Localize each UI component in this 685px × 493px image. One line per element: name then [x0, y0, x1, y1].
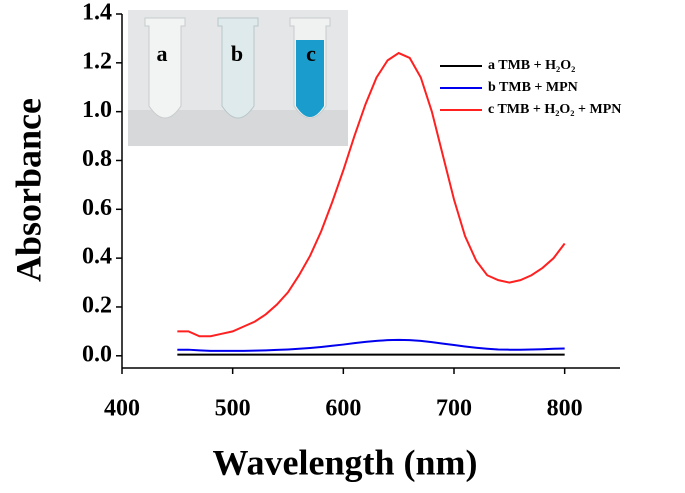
x-axis-title: Wavelength (nm): [213, 442, 478, 482]
x-tick-label: 400: [104, 396, 140, 422]
inset-label: a: [157, 41, 168, 66]
y-tick-label: 1.0: [82, 97, 112, 123]
legend-label: b TMB + MPN: [488, 80, 578, 95]
y-tick-label: 1.4: [82, 0, 112, 26]
inset-label: c: [306, 41, 316, 66]
y-tick-label: 0.0: [82, 341, 112, 367]
y-tick-label: 1.2: [82, 48, 112, 74]
series-line: [177, 338, 565, 352]
y-tick-label: 0.6: [82, 195, 112, 221]
x-tick-label: 700: [436, 396, 472, 422]
y-axis-title: Absorbance: [8, 98, 48, 282]
y-tick-label: 0.4: [82, 244, 112, 270]
y-tick-label: 0.2: [82, 292, 112, 318]
legend-label: a TMB + H₂O₂: [488, 58, 575, 73]
x-tick-label: 500: [215, 396, 251, 422]
inset-photo: [128, 10, 348, 146]
legend-label: c TMB + H₂O₂ + MPN: [488, 102, 621, 117]
x-tick-label: 600: [325, 396, 361, 422]
y-tick-label: 0.8: [82, 146, 112, 172]
inset-label: b: [231, 41, 243, 66]
series-line: [177, 51, 566, 338]
x-tick-label: 800: [547, 396, 583, 422]
